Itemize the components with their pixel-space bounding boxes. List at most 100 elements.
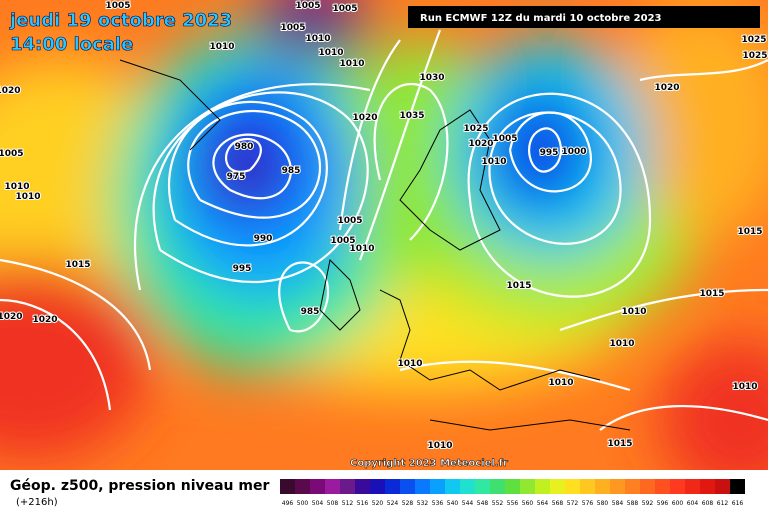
legend-label: 584 <box>612 500 624 507</box>
isobar-label: 1015 <box>65 260 90 270</box>
legend-swatch <box>670 479 685 494</box>
legend-swatch <box>310 479 325 494</box>
isobar-label: 1005 <box>492 134 517 144</box>
legend-swatch <box>400 479 415 494</box>
legend-swatch <box>625 479 640 494</box>
run-box <box>408 6 760 28</box>
isobar-label: 1020 <box>654 83 679 93</box>
legend-label: 608 <box>702 500 714 507</box>
legend-label: 568 <box>552 500 564 507</box>
legend-swatch <box>370 479 385 494</box>
isobar-label: 1020 <box>352 113 377 123</box>
legend-label: 516 <box>357 500 369 507</box>
legend-label: 556 <box>507 500 519 507</box>
legend-label: 536 <box>432 500 444 507</box>
legend-label: 540 <box>447 500 459 507</box>
isobar-label: 1010 <box>609 339 634 349</box>
lead-time: (+216h) <box>16 497 58 508</box>
isobar-label: 1030 <box>419 73 444 83</box>
legend-label: 612 <box>717 500 729 507</box>
product-title: Géop. z500, pression niveau mer <box>10 478 269 494</box>
legend-label: 616 <box>732 500 744 507</box>
legend-label: 564 <box>537 500 549 507</box>
isobar-label: 985 <box>301 307 320 317</box>
legend-label: 588 <box>627 500 639 507</box>
isobar-label: 1010 <box>621 307 646 317</box>
legend-swatch <box>490 479 505 494</box>
legend-swatch <box>610 479 625 494</box>
isobar-label: 985 <box>282 166 301 176</box>
legend-swatch <box>595 479 610 494</box>
isobar-label: 1010 <box>427 441 452 451</box>
legend-label: 496 <box>282 500 294 507</box>
isobar-label: 1010 <box>318 48 343 58</box>
isobar-label: 1010 <box>4 182 29 192</box>
isobar-label: 980 <box>235 142 254 152</box>
legend-swatch <box>430 479 445 494</box>
legend-label: 508 <box>327 500 339 507</box>
isobar-label: 1015 <box>737 227 762 237</box>
isobar-label: 1015 <box>607 439 632 449</box>
legend-label: 500 <box>297 500 309 507</box>
legend-label: 520 <box>372 500 384 507</box>
legend-label: 596 <box>657 500 669 507</box>
isobar-label: 1010 <box>339 59 364 69</box>
run-label: Run ECMWF 12Z du mardi 10 octobre 2023 <box>420 13 662 24</box>
isobar-label: 975 <box>227 172 246 182</box>
legend-swatch <box>340 479 355 494</box>
isobar-label: 1015 <box>699 289 724 299</box>
legend-swatch <box>640 479 655 494</box>
legend-label: 592 <box>642 500 654 507</box>
legend-label: 552 <box>492 500 504 507</box>
time-label: 14:00 locale <box>10 34 133 55</box>
legend-label: 580 <box>597 500 609 507</box>
legend-swatch <box>415 479 430 494</box>
isobar-label: 1020 <box>32 315 57 325</box>
legend-label: 532 <box>417 500 429 507</box>
isobar-labels: 1005100510051005101010101010101010201030… <box>0 0 768 452</box>
legend-swatch <box>280 479 295 494</box>
legend-swatch <box>460 479 475 494</box>
isobar-label: 1005 <box>330 236 355 246</box>
legend-label: 572 <box>567 500 579 507</box>
isobar-label: 1010 <box>481 157 506 167</box>
isobar-label: 1010 <box>397 359 422 369</box>
legend-swatch <box>550 479 565 494</box>
legend-swatch <box>715 479 730 494</box>
legend-label: 544 <box>462 500 474 507</box>
legend-swatch <box>295 479 310 494</box>
isobar-label: 1020 <box>468 139 493 149</box>
isobar-label: 1005 <box>295 1 320 11</box>
legend-label: 600 <box>672 500 684 507</box>
isobar-label: 1005 <box>280 23 305 33</box>
isobar-label: 1010 <box>548 378 573 388</box>
isobar-label: 1035 <box>399 111 424 121</box>
legend-swatch <box>580 479 595 494</box>
isobar-label: 1025 <box>741 35 766 45</box>
legend-swatch <box>325 479 340 494</box>
isobar-label: 1015 <box>506 281 531 291</box>
legend-label: 528 <box>402 500 414 507</box>
legend-swatch <box>355 479 370 494</box>
isobar-label: 1020 <box>0 86 21 96</box>
coastlines <box>119 59 631 431</box>
legend-label: 560 <box>522 500 534 507</box>
legend-swatch <box>520 479 535 494</box>
legend-label: 512 <box>342 500 354 507</box>
legend-swatch <box>385 479 400 494</box>
legend-label: 548 <box>477 500 489 507</box>
isobar-label: 1010 <box>209 42 234 52</box>
isobar-label: 995 <box>540 148 559 158</box>
isobar-label: 1010 <box>732 382 757 392</box>
legend-swatch <box>535 479 550 494</box>
isobar-label: 990 <box>254 234 273 244</box>
legend-label: 604 <box>687 500 699 507</box>
legend-label: 576 <box>582 500 594 507</box>
legend-swatch <box>565 479 580 494</box>
isobar-label: 1010 <box>15 192 40 202</box>
isobar-label: 1010 <box>305 34 330 44</box>
legend-swatch <box>700 479 715 494</box>
isobar-label: 1010 <box>349 244 374 254</box>
